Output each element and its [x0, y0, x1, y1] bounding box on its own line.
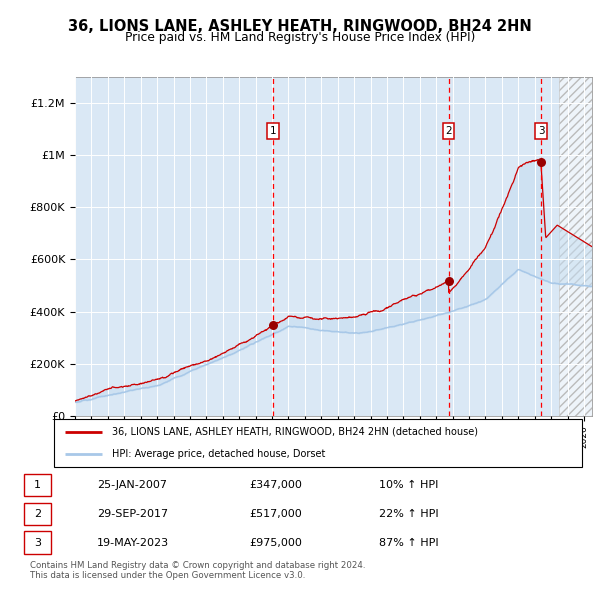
Text: £517,000: £517,000: [250, 509, 302, 519]
Text: Contains HM Land Registry data © Crown copyright and database right 2024.: Contains HM Land Registry data © Crown c…: [30, 560, 365, 569]
Text: This data is licensed under the Open Government Licence v3.0.: This data is licensed under the Open Gov…: [30, 571, 305, 580]
Text: 3: 3: [538, 126, 544, 136]
Bar: [559, 77, 592, 416]
FancyBboxPatch shape: [24, 474, 51, 496]
Text: 1: 1: [34, 480, 41, 490]
Text: 36, LIONS LANE, ASHLEY HEATH, RINGWOOD, BH24 2HN: 36, LIONS LANE, ASHLEY HEATH, RINGWOOD, …: [68, 19, 532, 34]
Text: 2: 2: [34, 509, 41, 519]
Text: 1: 1: [270, 126, 277, 136]
Bar: [559, 77, 592, 416]
Text: 25-JAN-2007: 25-JAN-2007: [97, 480, 167, 490]
Text: 22% ↑ HPI: 22% ↑ HPI: [379, 509, 439, 519]
Text: 10% ↑ HPI: 10% ↑ HPI: [379, 480, 439, 490]
Text: £347,000: £347,000: [250, 480, 302, 490]
FancyBboxPatch shape: [24, 532, 51, 554]
FancyBboxPatch shape: [24, 503, 51, 525]
Text: 36, LIONS LANE, ASHLEY HEATH, RINGWOOD, BH24 2HN (detached house): 36, LIONS LANE, ASHLEY HEATH, RINGWOOD, …: [112, 427, 478, 437]
Text: HPI: Average price, detached house, Dorset: HPI: Average price, detached house, Dors…: [112, 449, 325, 459]
Text: 2: 2: [445, 126, 452, 136]
Text: 87% ↑ HPI: 87% ↑ HPI: [379, 537, 439, 548]
Text: £975,000: £975,000: [250, 537, 302, 548]
Text: 19-MAY-2023: 19-MAY-2023: [97, 537, 169, 548]
Text: 3: 3: [34, 537, 41, 548]
FancyBboxPatch shape: [54, 419, 582, 467]
Text: Price paid vs. HM Land Registry's House Price Index (HPI): Price paid vs. HM Land Registry's House …: [125, 31, 475, 44]
Text: 29-SEP-2017: 29-SEP-2017: [97, 509, 169, 519]
